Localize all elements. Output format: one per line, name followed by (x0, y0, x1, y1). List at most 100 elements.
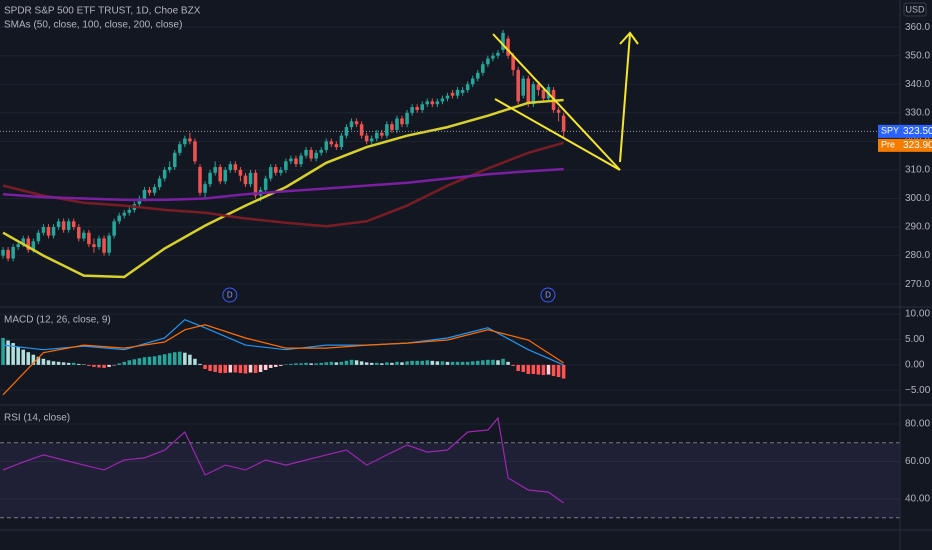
histogram-bar (137, 358, 142, 365)
candle-body (314, 152, 318, 159)
data-layer (0, 29, 900, 519)
candle-body (455, 89, 460, 96)
y-tick-label: 40.00 (905, 494, 930, 505)
dividend-label: D (227, 291, 233, 300)
candle-body (188, 138, 192, 142)
histogram-bar (26, 352, 31, 365)
histogram-bar (152, 356, 157, 365)
dividend-marker (222, 287, 238, 303)
candle-body (167, 167, 172, 170)
candle-body (147, 189, 152, 193)
histogram-bar (127, 360, 132, 365)
histogram-bar (309, 363, 313, 365)
premarket-name: Pre (881, 140, 895, 150)
dividend-label: D (545, 291, 551, 300)
candle-body (349, 121, 354, 128)
candle-body (359, 124, 364, 136)
candle-body (425, 101, 430, 105)
candle-body (284, 161, 288, 170)
candle-body (541, 89, 546, 99)
wedge-lower (494, 98, 621, 171)
candle-body (516, 69, 520, 102)
histogram-bar (66, 362, 71, 365)
histogram-bar (142, 357, 147, 365)
premarket-label: 323.90 (903, 140, 932, 151)
candle-body (501, 32, 505, 50)
histogram-bar (87, 364, 91, 366)
histogram-bar (304, 362, 308, 365)
candle-body (526, 78, 531, 105)
histogram-bar (385, 362, 389, 365)
histogram-bar (324, 362, 329, 365)
candle-body (531, 84, 536, 105)
candle-body (198, 167, 202, 193)
candle-body (11, 247, 15, 259)
candle-body (117, 215, 121, 222)
histogram-bar (425, 360, 430, 365)
histogram-bar (213, 364, 217, 372)
candle-body (319, 149, 323, 153)
indicator-line (2, 319, 564, 366)
candle-body (460, 89, 465, 93)
candle-body (304, 149, 308, 156)
indicator-title: SMAs (50, close, 100, close, 200, close) (4, 20, 182, 31)
histogram-bar (556, 364, 561, 378)
candle-body (218, 167, 222, 182)
candle-body (66, 221, 71, 230)
candle-body (369, 138, 374, 142)
candle-body (97, 238, 101, 248)
candle-body (31, 241, 36, 250)
candle-body (324, 141, 329, 150)
candle-body (470, 78, 475, 85)
histogram-bar (511, 364, 515, 366)
histogram-bar (359, 361, 364, 365)
candle-body (385, 124, 389, 136)
histogram-bar (284, 364, 288, 365)
histogram-bar (157, 355, 162, 365)
y-tick-label: 280.0 (905, 250, 930, 261)
histogram-bar (41, 358, 46, 365)
histogram-bar (258, 364, 263, 372)
candle-body (390, 124, 394, 130)
arrow-shaft (619, 33, 631, 163)
histogram-bar (263, 364, 268, 370)
histogram-bar (97, 364, 101, 368)
candle-body (127, 209, 132, 213)
candle-body (375, 132, 379, 139)
candle-body (465, 84, 470, 90)
histogram-bar (526, 364, 531, 375)
candle-body (203, 184, 207, 193)
candle-body (6, 249, 10, 259)
histogram-bar (430, 360, 435, 365)
y-tick-label: 330.0 (905, 107, 930, 118)
histogram-bar (294, 363, 298, 365)
histogram-bar (390, 362, 394, 365)
histogram-bar (506, 361, 510, 365)
candle-body (21, 238, 25, 245)
candle-body (36, 232, 41, 242)
histogram-bar (319, 362, 323, 365)
histogram-bar (481, 360, 485, 365)
histogram-bar (51, 361, 56, 365)
histogram-bar (188, 354, 192, 365)
histogram-bar (329, 361, 334, 365)
wedge-upper (492, 33, 621, 171)
histogram-bar (253, 364, 258, 374)
histogram-bar (172, 352, 177, 365)
candle-body (420, 104, 424, 110)
candle-body (521, 78, 525, 96)
histogram-bar (405, 361, 409, 365)
indicator-line (2, 167, 564, 202)
histogram-bar (16, 346, 20, 365)
histogram-bar (364, 362, 369, 365)
histogram-bar (531, 364, 536, 375)
candle-body (16, 244, 20, 248)
histogram-bar (31, 354, 36, 365)
candle-body (238, 169, 243, 176)
candle-body (289, 158, 293, 162)
histogram-bar (1, 337, 5, 365)
candle-body (435, 101, 440, 105)
histogram-bar (132, 359, 137, 365)
histogram-bar (420, 360, 424, 365)
